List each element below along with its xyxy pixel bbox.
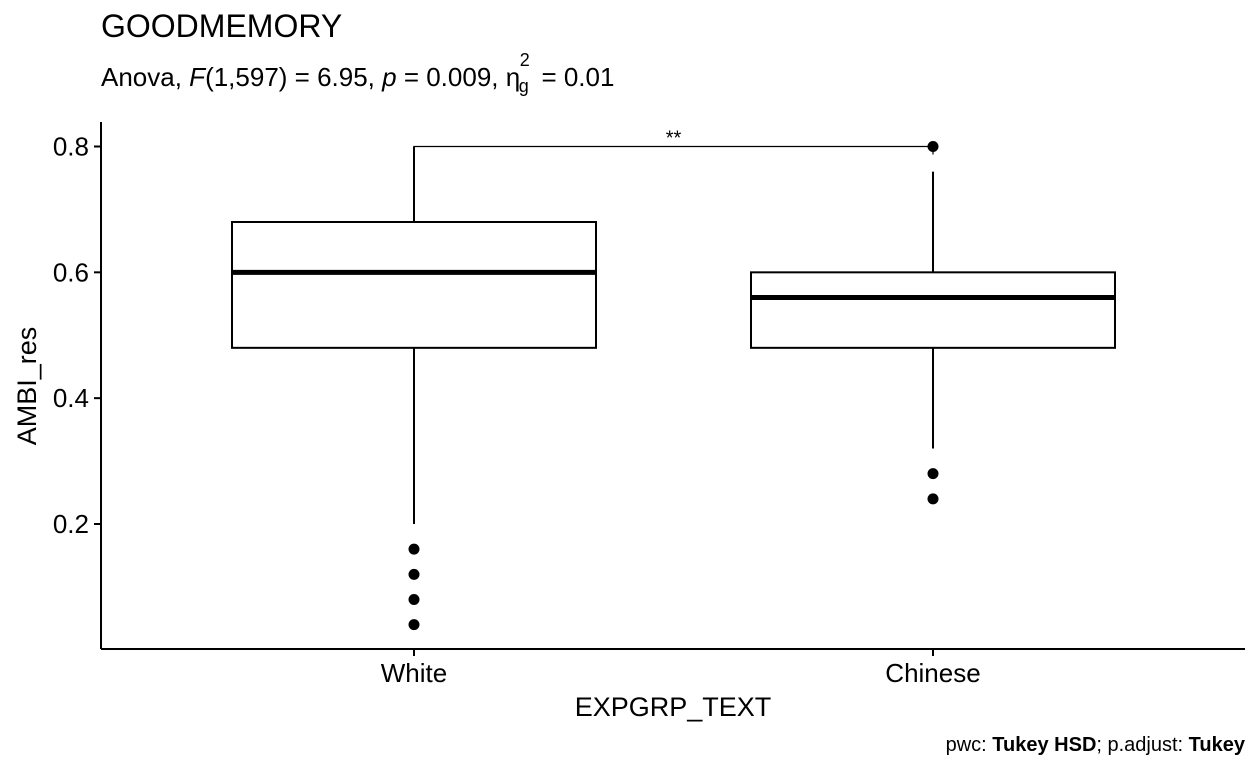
anova-prefix: Anova, [101,62,190,92]
y-tick-label: 0.4 [53,383,89,413]
white-box [231,221,597,349]
white-outlier-point [408,568,420,580]
x-tick-label: Chinese [885,658,980,688]
chinese-outlier-point [927,468,939,480]
f-args: (1,597) = 6.95, [205,62,383,92]
f-symbol: F [189,62,206,92]
p-value: = 0.009, [396,62,506,92]
caption-pwc-label: pwc: [945,734,993,756]
significance-label: ** [666,128,682,150]
eta-superscript: 2 [519,50,530,70]
significance-bracket [413,145,934,222]
white-outlier-point [408,594,420,605]
y-tick-label: 0.6 [53,257,89,287]
chinese-box [750,271,1116,349]
y-tick-label: 0.8 [53,132,89,162]
chinese-outlier-point [927,493,939,505]
eta-subscript: g [518,76,529,96]
y-axis-title: AMBI_res [12,327,42,446]
white-outlier-point [408,543,420,555]
x-tick-label: White [381,658,447,688]
p-symbol: p [382,62,397,92]
eta-letter: η [505,62,521,92]
caption-pwc-value: Tukey HSD [992,734,1097,756]
caption: pwc: Tukey HSD; p.adjust: Tukey [946,734,1245,757]
x-axis-title: EXPGRP_TEXT [575,692,772,722]
white-outlier-point [408,619,420,631]
y-tick-label: 0.2 [53,509,89,539]
caption-padjust-value: Tukey [1188,734,1245,756]
caption-sep: ; p.adjust: [1096,734,1189,756]
eta-value: = 0.01 [534,62,615,92]
chart-title: GOODMEMORY [101,8,343,44]
